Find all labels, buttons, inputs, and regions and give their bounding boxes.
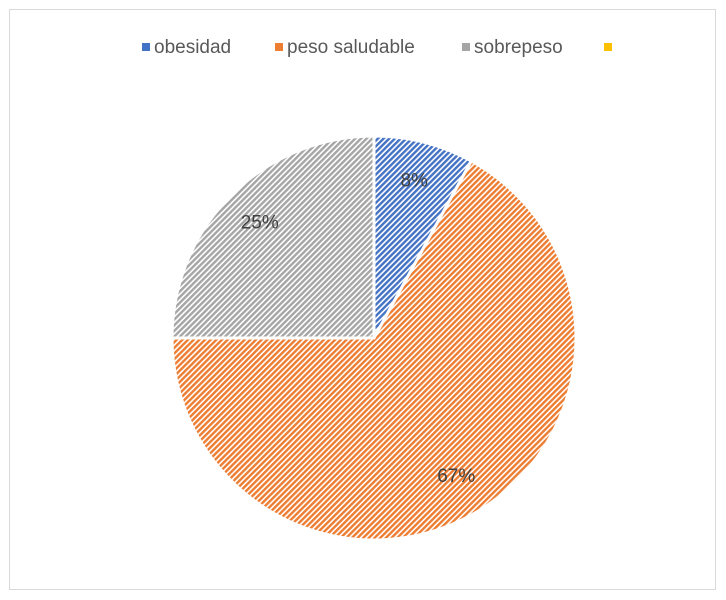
- legend-label: obesidad: [154, 37, 231, 58]
- slice-label: 67%: [437, 466, 475, 487]
- legend-label: sobrepeso: [474, 37, 563, 58]
- legend-swatch: [275, 43, 283, 51]
- pie-slice: [372, 134, 473, 340]
- legend-swatch: [462, 43, 470, 51]
- pie-slice: [170, 159, 578, 542]
- pie-slice: [170, 134, 376, 340]
- legend-swatch: [604, 43, 612, 51]
- slice-label: 25%: [241, 213, 279, 234]
- legend-label: peso saludable: [287, 37, 415, 58]
- legend-swatch: [142, 43, 150, 51]
- slice-label: 8%: [400, 170, 428, 191]
